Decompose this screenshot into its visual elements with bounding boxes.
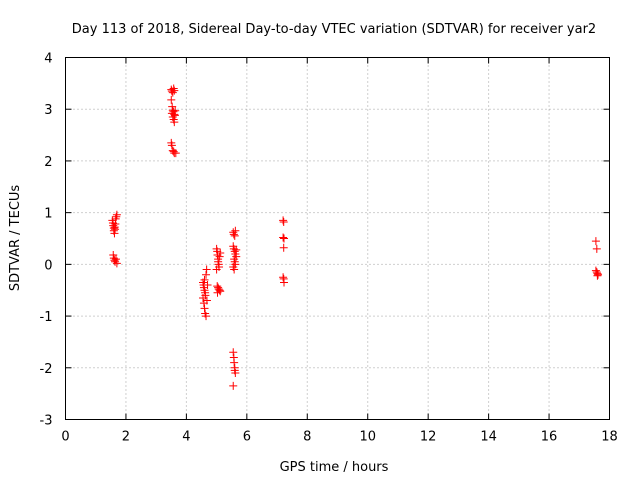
data-point	[593, 271, 602, 280]
y-tick-label: -2	[40, 362, 53, 377]
x-tick-label: 12	[420, 430, 437, 445]
data-point	[202, 270, 211, 279]
y-axis-label: SDTVAR / TECUs	[8, 185, 23, 292]
data-point	[168, 88, 177, 97]
data-point	[112, 212, 121, 221]
data-point	[279, 233, 288, 242]
y-tick-labels: -3 -2 -1 0 1 2 3 4	[40, 52, 53, 429]
data-point	[229, 230, 238, 239]
x-axis-label: GPS time / hours	[280, 460, 389, 475]
data-point	[170, 86, 179, 95]
data-point	[229, 381, 238, 390]
y-tick-label: 4	[44, 52, 52, 67]
x-tick-label: 6	[243, 430, 251, 445]
data-point	[167, 141, 176, 150]
data-point	[111, 214, 120, 223]
axis-ticks	[65, 57, 610, 420]
data-point	[280, 278, 289, 287]
data-point	[231, 368, 240, 377]
data-point	[231, 226, 240, 235]
data-point	[168, 102, 177, 111]
data-point	[202, 265, 211, 274]
data-point	[170, 118, 179, 127]
data-point	[202, 296, 211, 305]
data-point	[594, 270, 603, 279]
data-point	[280, 234, 289, 243]
data-point	[212, 265, 221, 274]
data-point	[167, 95, 176, 104]
data-point	[279, 216, 288, 225]
data-point	[169, 147, 178, 156]
data-point	[112, 210, 121, 219]
y-tick-label: -3	[40, 414, 53, 429]
grid-lines	[65, 57, 610, 420]
data-point	[229, 348, 238, 357]
data-point	[214, 285, 223, 294]
data-point	[230, 265, 239, 274]
x-tick-labels: 0 2 4 6 8 10 12 14 16 18	[61, 430, 617, 445]
data-point	[200, 304, 209, 313]
data-point	[213, 288, 222, 297]
x-tick-label: 16	[541, 430, 558, 445]
data-point	[171, 149, 180, 158]
data-point	[112, 259, 121, 268]
x-tick-label: 10	[359, 430, 376, 445]
x-tick-label: 18	[601, 430, 618, 445]
x-tick-label: 8	[303, 430, 311, 445]
data-point	[203, 281, 212, 290]
data-point	[229, 228, 238, 237]
data-point	[230, 358, 239, 367]
data-point	[279, 217, 288, 226]
data-point	[202, 312, 211, 321]
y-tick-label: 1	[44, 207, 52, 222]
data-point	[215, 252, 224, 261]
plot-frame	[65, 57, 610, 420]
data-point	[111, 255, 120, 264]
data-point	[232, 245, 241, 254]
chart-title: Day 113 of 2018, Sidereal Day-to-day VTE…	[72, 22, 596, 37]
x-tick-label: 14	[480, 430, 497, 445]
data-point	[200, 275, 209, 284]
data-point	[279, 273, 288, 282]
data-point	[591, 237, 600, 246]
y-tick-label: 3	[44, 103, 52, 118]
x-tick-label: 2	[122, 430, 130, 445]
data-point	[109, 254, 118, 263]
y-tick-label: 2	[44, 155, 52, 170]
data-point	[169, 84, 178, 93]
data-series-sdtvar	[108, 84, 603, 390]
x-tick-label: 0	[61, 430, 69, 445]
data-point	[230, 231, 239, 240]
x-tick-label: 4	[182, 430, 190, 445]
data-point	[111, 225, 120, 234]
data-point	[279, 243, 288, 252]
data-point	[216, 248, 225, 257]
y-tick-label: -1	[40, 310, 53, 325]
data-point	[592, 244, 601, 253]
data-point	[171, 106, 180, 115]
y-tick-label: 0	[44, 258, 52, 273]
